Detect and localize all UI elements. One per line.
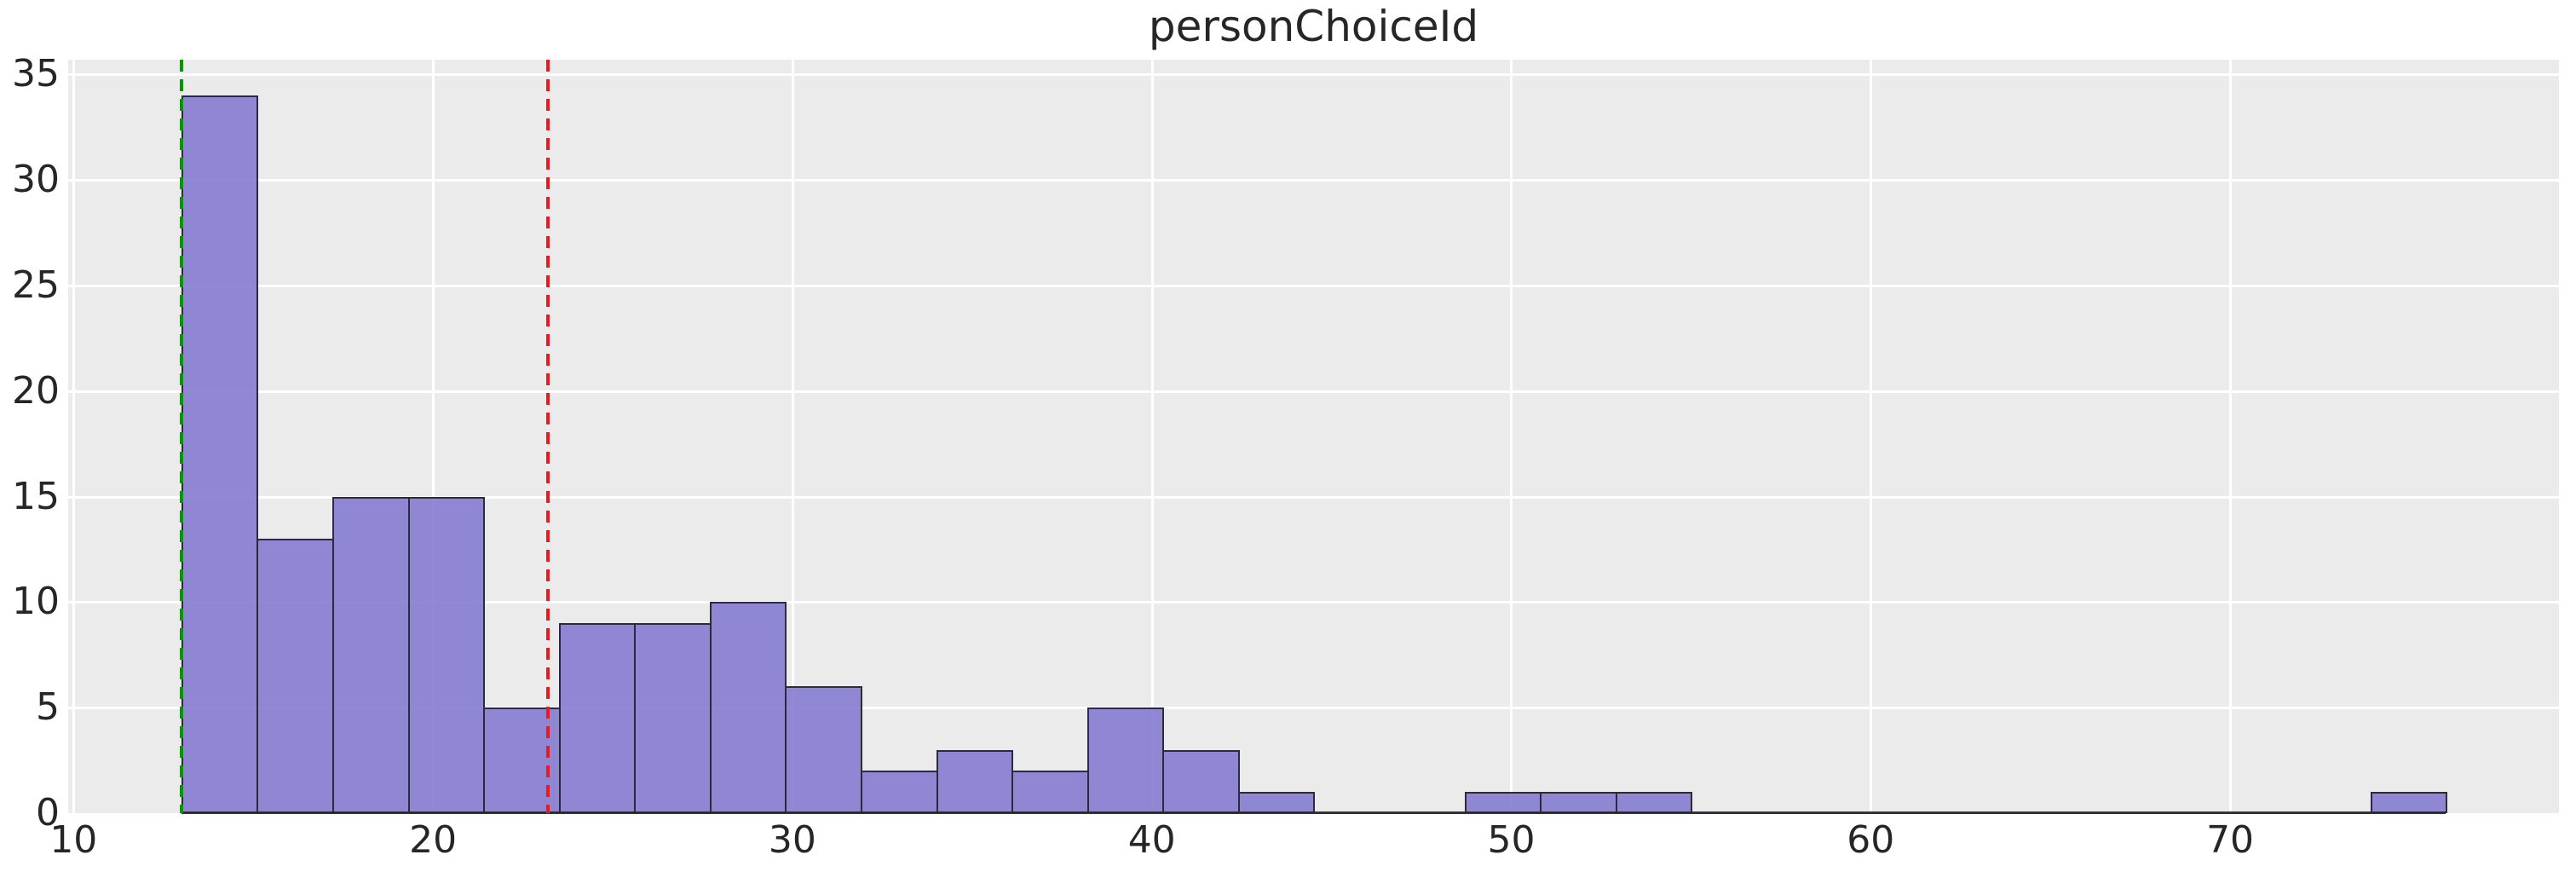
y-tick-label: 0 <box>36 791 60 834</box>
histogram-bar <box>1464 792 1542 813</box>
x-tick-label: 20 <box>409 818 458 862</box>
x-gridline <box>1870 60 1873 813</box>
histogram-bar <box>407 496 486 813</box>
y-gridline <box>68 495 2559 499</box>
x-tick-label: 10 <box>49 818 98 862</box>
histogram-bar <box>181 95 259 813</box>
histogram-bar <box>1237 792 1316 813</box>
x-tick-label: 50 <box>1487 818 1536 862</box>
histogram-bar <box>936 749 1014 813</box>
plot-area <box>68 60 2559 814</box>
green-dashed-line <box>179 60 183 813</box>
y-tick-label: 30 <box>12 158 60 202</box>
x-gridline <box>2229 60 2233 813</box>
histogram-bar <box>1615 792 1693 813</box>
y-gridline <box>68 707 2559 710</box>
histogram-bar <box>1086 707 1165 813</box>
y-tick-label: 35 <box>12 52 60 96</box>
x-tick-label: 30 <box>768 818 816 862</box>
y-gridline <box>68 284 2559 287</box>
histogram-bar <box>2370 792 2448 813</box>
histogram-bar <box>861 771 938 813</box>
y-tick-label: 10 <box>12 580 60 624</box>
histogram-bar <box>1540 792 1617 813</box>
x-tick-label: 40 <box>1127 818 1176 862</box>
x-tick-label: 60 <box>1847 818 1895 862</box>
x-tick-label: 70 <box>2206 818 2255 862</box>
y-gridline <box>68 601 2559 604</box>
histogram-bar <box>785 686 863 813</box>
histogram-bar <box>558 623 637 813</box>
y-tick-label: 25 <box>12 263 60 307</box>
x-gridline <box>432 60 435 813</box>
y-gridline <box>68 179 2559 182</box>
histogram-bar <box>256 539 334 813</box>
x-gridline <box>791 60 794 813</box>
y-gridline <box>68 73 2559 77</box>
histogram-bar <box>634 623 712 813</box>
histogram-bar <box>709 602 787 813</box>
histogram-bar <box>1011 771 1089 813</box>
histogram-bar <box>332 496 410 813</box>
x-gridline <box>1150 60 1154 813</box>
x-gridline <box>1510 60 1513 813</box>
y-tick-label: 5 <box>36 685 60 730</box>
x-gridline <box>72 60 76 813</box>
y-tick-label: 20 <box>12 368 60 413</box>
y-gridline <box>68 390 2559 393</box>
y-tick-label: 15 <box>12 474 60 518</box>
histogram-bar <box>1162 749 1240 813</box>
red-dashed-line <box>546 60 550 813</box>
chart-title: personChoiceId <box>1148 2 1479 51</box>
